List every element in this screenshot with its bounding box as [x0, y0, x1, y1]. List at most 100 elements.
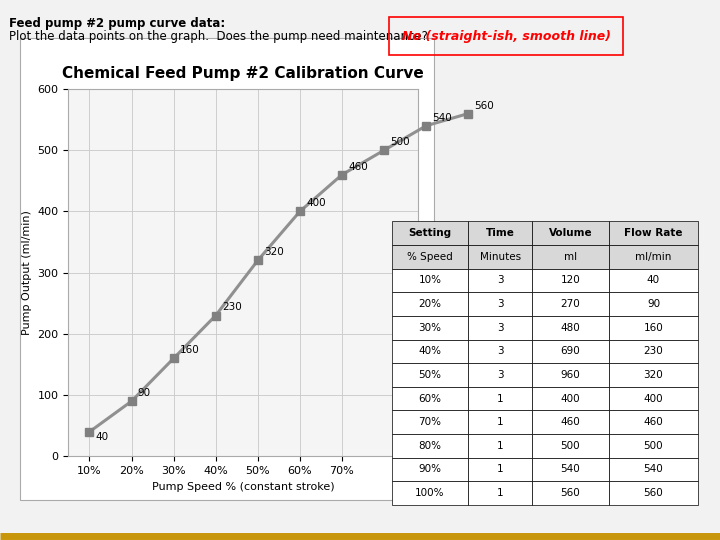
- Text: 90%: 90%: [418, 464, 441, 475]
- Text: 460: 460: [348, 161, 368, 172]
- Bar: [532, 434, 608, 457]
- Text: 540: 540: [560, 464, 580, 475]
- Text: 3: 3: [497, 370, 503, 380]
- Text: 1: 1: [497, 488, 503, 498]
- Bar: [469, 292, 532, 316]
- Bar: [392, 410, 469, 434]
- Text: 160: 160: [180, 345, 199, 355]
- Text: 540: 540: [644, 464, 663, 475]
- Bar: [532, 457, 608, 481]
- Text: 1: 1: [497, 464, 503, 475]
- Bar: [469, 363, 532, 387]
- Bar: [392, 340, 469, 363]
- Text: 60%: 60%: [418, 394, 441, 403]
- Bar: [532, 292, 608, 316]
- Text: 3: 3: [497, 323, 503, 333]
- Text: 30%: 30%: [418, 323, 441, 333]
- Text: 40: 40: [96, 431, 109, 442]
- Bar: [469, 434, 532, 457]
- Bar: [392, 292, 469, 316]
- Text: 560: 560: [474, 100, 494, 111]
- Text: 1: 1: [497, 417, 503, 427]
- Text: 690: 690: [560, 346, 580, 356]
- Bar: [469, 340, 532, 363]
- Bar: [392, 481, 469, 505]
- Bar: [608, 481, 698, 505]
- Bar: [469, 457, 532, 481]
- Bar: [608, 292, 698, 316]
- Bar: [469, 481, 532, 505]
- Text: Flow Rate: Flow Rate: [624, 228, 683, 238]
- Bar: [392, 268, 469, 292]
- Y-axis label: Pump Output (ml/min): Pump Output (ml/min): [22, 210, 32, 335]
- Bar: [532, 481, 608, 505]
- Text: ml: ml: [564, 252, 577, 262]
- Text: 560: 560: [560, 488, 580, 498]
- Bar: [532, 363, 608, 387]
- Text: 50%: 50%: [418, 370, 441, 380]
- Text: 400: 400: [644, 394, 663, 403]
- Bar: [469, 316, 532, 340]
- Bar: [608, 245, 698, 268]
- Text: 1: 1: [497, 394, 503, 403]
- Bar: [608, 316, 698, 340]
- Text: 1: 1: [497, 441, 503, 451]
- Text: Plot the data points on the graph.  Does the pump need maintenance?: Plot the data points on the graph. Does …: [9, 30, 428, 43]
- Text: 40: 40: [647, 275, 660, 286]
- Text: 100%: 100%: [415, 488, 445, 498]
- Bar: [608, 363, 698, 387]
- Bar: [608, 457, 698, 481]
- Bar: [469, 221, 532, 245]
- Text: Time: Time: [486, 228, 515, 238]
- Bar: [469, 245, 532, 268]
- Bar: [469, 387, 532, 410]
- Text: Minutes: Minutes: [480, 252, 521, 262]
- Text: 500: 500: [390, 137, 410, 147]
- Bar: [392, 387, 469, 410]
- Text: 3: 3: [497, 346, 503, 356]
- Bar: [392, 363, 469, 387]
- Text: 560: 560: [644, 488, 663, 498]
- Text: 80%: 80%: [418, 441, 441, 451]
- Text: Setting: Setting: [408, 228, 451, 238]
- Text: 400: 400: [306, 198, 325, 208]
- Text: 120: 120: [560, 275, 580, 286]
- Bar: [608, 268, 698, 292]
- Bar: [392, 434, 469, 457]
- Bar: [532, 410, 608, 434]
- Text: 960: 960: [560, 370, 580, 380]
- Text: ml/min: ml/min: [635, 252, 672, 262]
- Bar: [608, 434, 698, 457]
- Bar: [392, 316, 469, 340]
- Bar: [532, 268, 608, 292]
- Bar: [608, 387, 698, 410]
- Text: 480: 480: [560, 323, 580, 333]
- Text: Volume: Volume: [549, 228, 592, 238]
- Text: 40%: 40%: [418, 346, 441, 356]
- Text: 20%: 20%: [418, 299, 441, 309]
- Text: 90: 90: [647, 299, 660, 309]
- Text: % Speed: % Speed: [408, 252, 453, 262]
- Text: 90: 90: [138, 388, 151, 398]
- Text: 500: 500: [560, 441, 580, 451]
- Text: 230: 230: [644, 346, 663, 356]
- Text: Feed pump #2 pump curve data:: Feed pump #2 pump curve data:: [9, 17, 225, 30]
- Text: 500: 500: [644, 441, 663, 451]
- Text: 70%: 70%: [418, 417, 441, 427]
- Text: 160: 160: [644, 323, 663, 333]
- Text: No (straight-ish, smooth line): No (straight-ish, smooth line): [402, 30, 611, 43]
- Bar: [392, 221, 469, 245]
- Title: Chemical Feed Pump #2 Calibration Curve: Chemical Feed Pump #2 Calibration Curve: [62, 66, 424, 81]
- Bar: [532, 387, 608, 410]
- Bar: [392, 245, 469, 268]
- Bar: [392, 457, 469, 481]
- X-axis label: Pump Speed % (constant stroke): Pump Speed % (constant stroke): [152, 482, 334, 491]
- Bar: [532, 340, 608, 363]
- Text: 460: 460: [560, 417, 580, 427]
- Text: 270: 270: [560, 299, 580, 309]
- Text: 10%: 10%: [418, 275, 441, 286]
- Text: 540: 540: [432, 113, 452, 123]
- Bar: [608, 410, 698, 434]
- Bar: [469, 410, 532, 434]
- Text: 3: 3: [497, 299, 503, 309]
